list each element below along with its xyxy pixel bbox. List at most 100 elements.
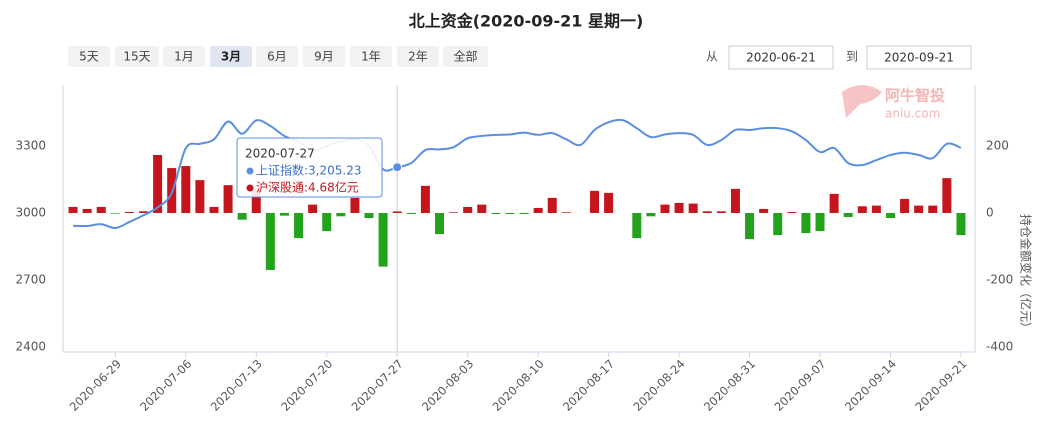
bar (322, 212, 332, 232)
tooltip-line: 上证指数:3,205.23 (256, 163, 361, 178)
x-tick-label: 2020-08-03 (419, 357, 476, 414)
bar (477, 204, 487, 213)
bar (871, 205, 881, 213)
range-button-label[interactable]: 1年 (361, 50, 381, 64)
range-button-label[interactable]: 2年 (408, 50, 428, 64)
bar (730, 188, 740, 213)
bar (124, 211, 134, 213)
range-button-label[interactable]: 3月 (221, 50, 241, 64)
range-button[interactable] (397, 46, 439, 67)
to-date[interactable]: 2020-09-21 (884, 51, 954, 65)
bar (223, 185, 233, 213)
x-tick-label: 2020-07-06 (137, 357, 194, 414)
range-button-label[interactable]: 15天 (123, 50, 150, 64)
y-tick-label: 2700 (15, 273, 46, 287)
bar (392, 211, 402, 213)
bar (942, 178, 952, 213)
bar (829, 193, 839, 213)
bar (857, 206, 867, 213)
bar (759, 208, 769, 213)
bar (632, 212, 642, 239)
bar (420, 185, 430, 213)
bar (702, 211, 712, 213)
x-tick-label: 2020-08-17 (560, 357, 617, 414)
range-button[interactable] (163, 46, 205, 67)
range-button[interactable] (350, 46, 392, 67)
bar (308, 204, 318, 213)
x-tick-label: 2020-09-14 (842, 357, 899, 414)
bar (590, 190, 600, 213)
range-button-label[interactable]: 9月 (314, 50, 334, 64)
bar (885, 212, 895, 219)
y2-tick-label: -200 (986, 272, 1013, 286)
watermark-brand: 阿牛智投 (885, 87, 945, 105)
from-date[interactable]: 2020-06-21 (746, 51, 816, 65)
range-button[interactable] (115, 46, 159, 67)
bar (294, 212, 304, 239)
bar (279, 212, 289, 216)
bar (434, 212, 444, 235)
y2-axis-title: 持仓金额变化（亿元） (1019, 214, 1034, 334)
range-button-label[interactable]: 1月 (174, 50, 194, 64)
bar (716, 211, 726, 213)
bar (181, 166, 191, 213)
x-tick-label: 2020-08-31 (701, 357, 758, 414)
bar (773, 212, 783, 236)
bar (96, 206, 106, 213)
bar (688, 203, 698, 213)
y2-tick-label: 0 (986, 205, 994, 219)
bar (914, 205, 924, 213)
y2-tick-label: 200 (986, 138, 1009, 152)
bar (505, 212, 515, 214)
x-tick-label: 2020-07-20 (278, 357, 335, 414)
from-label: 从 (706, 50, 718, 64)
bar (956, 212, 966, 236)
to-input[interactable] (866, 45, 972, 70)
bar (561, 212, 571, 213)
bar (195, 180, 205, 213)
range-button[interactable] (443, 46, 488, 67)
x-tick-label: 2020-06-29 (67, 357, 124, 414)
bar (843, 212, 853, 217)
x-tick-label: 2020-09-07 (771, 357, 828, 414)
bar (745, 212, 755, 240)
y-tick-label: 2400 (15, 340, 46, 354)
bar (660, 204, 670, 213)
x-tick-label: 2020-08-10 (490, 357, 547, 414)
bar (519, 212, 529, 214)
range-button[interactable] (256, 46, 298, 67)
bar (900, 198, 910, 213)
x-tick-label: 2020-08-24 (631, 357, 688, 414)
range-button[interactable] (68, 46, 110, 67)
watermark-logo (842, 85, 882, 118)
chart-title: 北上资金(2020-09-21 星期一) (409, 12, 644, 31)
x-tick-label: 2020-07-13 (208, 357, 265, 414)
bar (449, 212, 459, 213)
range-button-label[interactable]: 5天 (79, 50, 99, 64)
bar (265, 212, 275, 270)
bar (110, 212, 120, 214)
range-button[interactable] (210, 46, 252, 67)
bar (209, 206, 219, 213)
bar (82, 208, 92, 213)
bar (406, 212, 416, 214)
bar (787, 211, 797, 213)
bar (153, 155, 163, 213)
y-tick-label: 3300 (15, 139, 46, 153)
from-input[interactable] (728, 45, 834, 70)
bar (491, 212, 501, 214)
to-label: 到 (846, 50, 858, 64)
bar (336, 212, 346, 217)
bar (604, 192, 614, 213)
hover-point (392, 162, 403, 173)
range-button-label[interactable]: 全部 (453, 49, 477, 64)
range-button[interactable] (303, 46, 345, 67)
bar (463, 206, 473, 213)
tooltip-bullet (246, 167, 254, 175)
range-button-label[interactable]: 6月 (267, 50, 287, 64)
line (73, 118, 962, 229)
bar (547, 197, 557, 213)
bar (815, 212, 825, 232)
bar (378, 212, 388, 267)
